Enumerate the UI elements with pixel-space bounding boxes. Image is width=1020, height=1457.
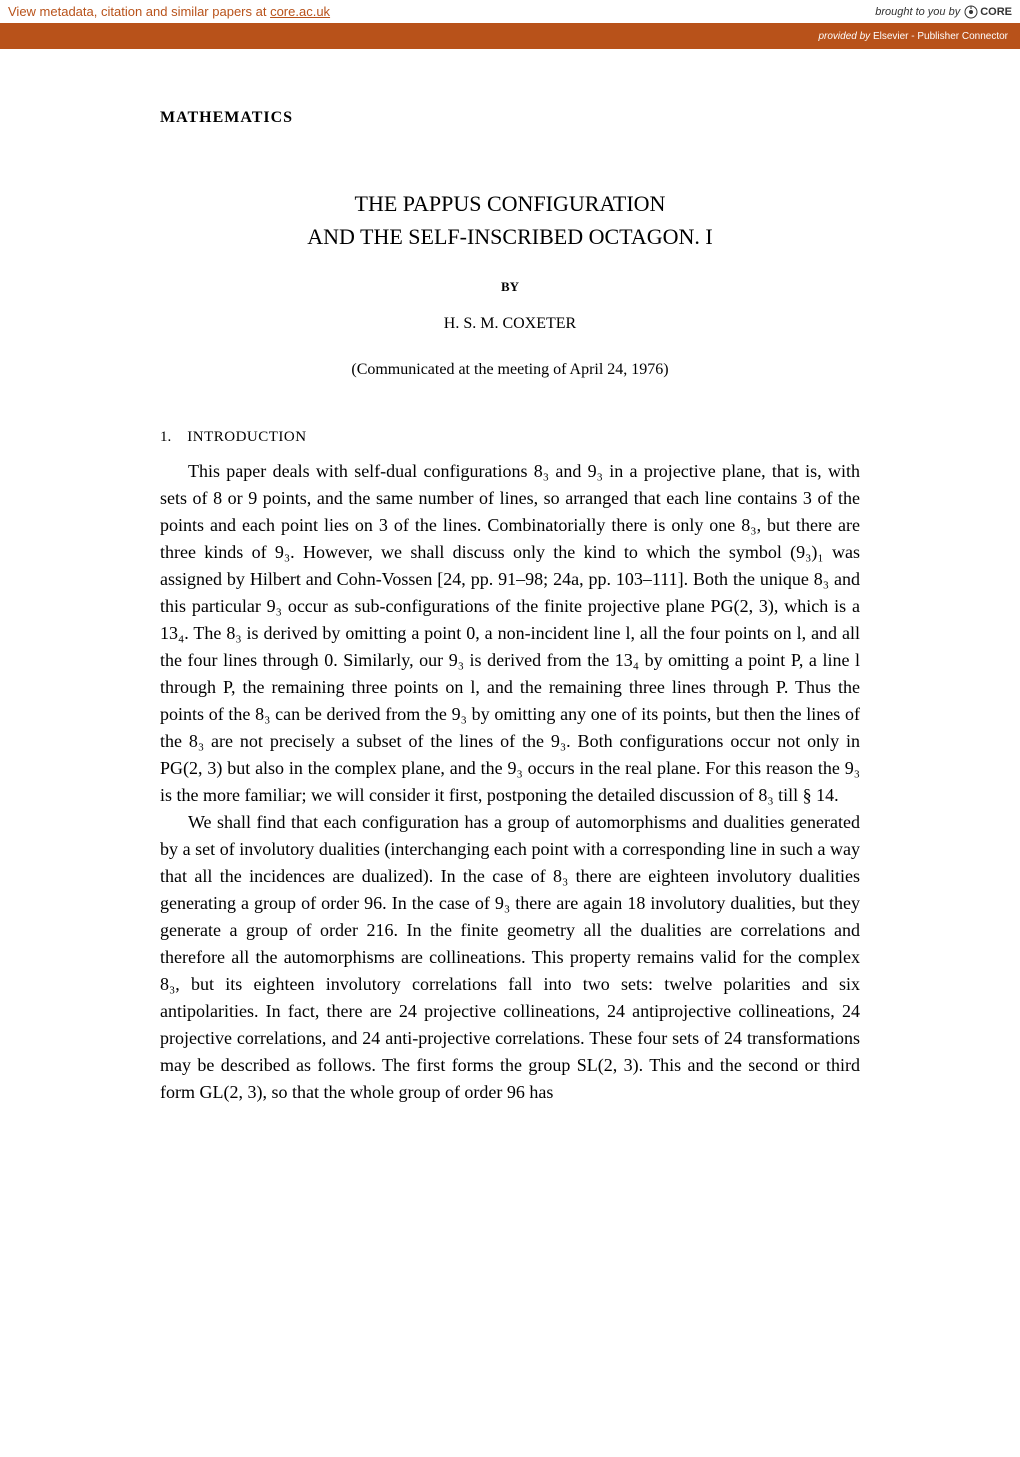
brought-by-label: brought to you by — [875, 6, 960, 18]
core-icon — [964, 5, 978, 19]
title-line-2: AND THE SELF-INSCRIBED OCTAGON. I — [307, 224, 712, 249]
title-line-1: THE PAPPUS CONFIGURATION — [355, 191, 666, 216]
banner-left: View metadata, citation and similar pape… — [8, 4, 330, 19]
author-name: H. S. M. COXETER — [160, 315, 860, 333]
section-title: INTRODUCTION — [187, 429, 306, 445]
category-label: MATHEMATICS — [160, 109, 860, 127]
communicated-note: (Communicated at the meeting of April 24… — [160, 361, 860, 379]
banner-right: brought to you by CORE — [875, 5, 1012, 19]
paragraph-1: This paper deals with self-dual configur… — [160, 458, 860, 809]
core-label: CORE — [980, 6, 1012, 18]
section-number: 1. — [160, 429, 171, 445]
banner-prefix: View metadata, citation and similar pape… — [8, 4, 270, 19]
by-label: BY — [160, 279, 860, 295]
provider-name: Elsevier - Publisher Connector — [873, 31, 1008, 42]
metadata-banner: View metadata, citation and similar pape… — [0, 0, 1020, 23]
section-heading: 1. INTRODUCTION — [160, 429, 860, 446]
paper-page: MATHEMATICS THE PAPPUS CONFIGURATION AND… — [0, 49, 1020, 1166]
core-link[interactable]: core.ac.uk — [270, 4, 330, 19]
paragraph-2: We shall find that each configuration ha… — [160, 809, 860, 1106]
provider-text: provided by Elsevier - Publisher Connect… — [818, 31, 1008, 42]
provided-by-label: provided by — [818, 31, 872, 42]
core-logo[interactable]: CORE — [964, 5, 1012, 19]
provider-bar: provided by Elsevier - Publisher Connect… — [0, 23, 1020, 49]
paper-title: THE PAPPUS CONFIGURATION AND THE SELF-IN… — [160, 187, 860, 253]
